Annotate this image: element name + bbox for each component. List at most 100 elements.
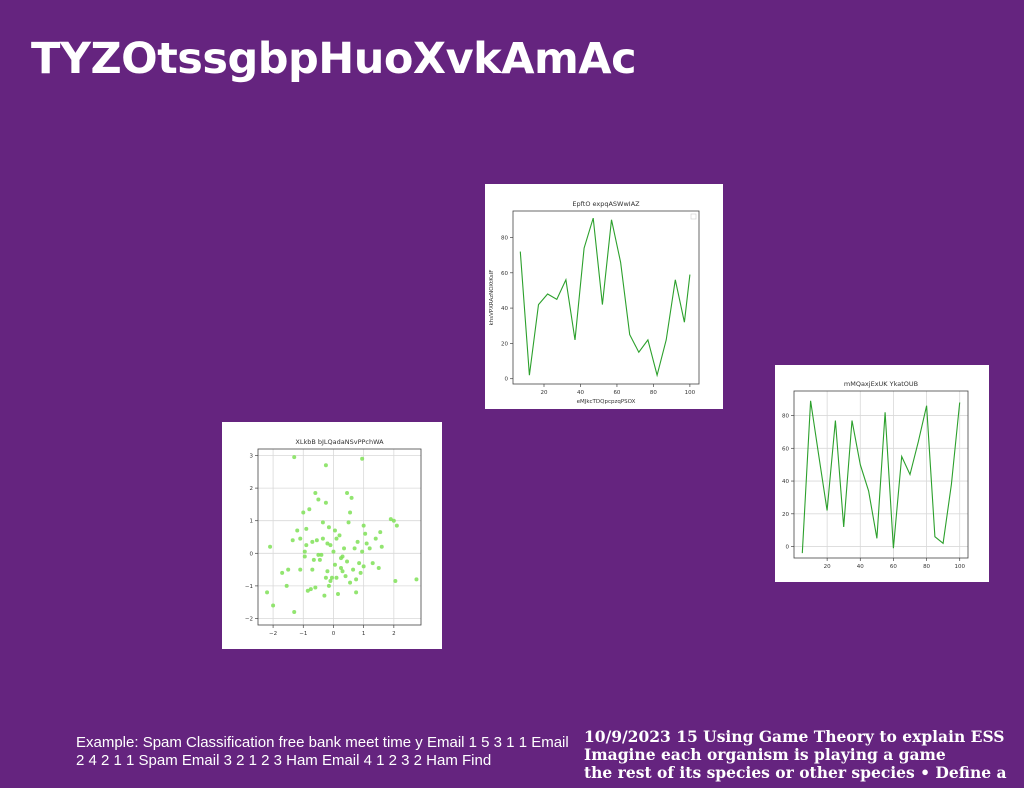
y-tick-label: 20: [501, 341, 508, 347]
caption-line-3: the rest of its species or other species…: [584, 763, 1007, 782]
scatter-point: [298, 567, 303, 572]
scatter-point: [378, 530, 383, 535]
scatter-point: [345, 559, 350, 564]
scatter-point: [292, 455, 297, 460]
x-tick-label: 40: [857, 564, 864, 570]
scatter-point: [334, 575, 339, 580]
scatter-point: [391, 518, 396, 523]
scatter-point: [348, 510, 353, 515]
y-tick-label: 3: [250, 454, 254, 460]
x-tick-label: 60: [890, 564, 897, 570]
y-tick-label: 60: [782, 446, 789, 452]
scatter-point: [345, 491, 350, 495]
scatter-point: [364, 541, 369, 546]
y-tick-label: 60: [501, 271, 508, 277]
scatter-point: [354, 590, 359, 595]
caption-game-theory: 10/9/2023 15 Using Game Theory to explai…: [584, 728, 1024, 788]
scatter-point: [332, 562, 337, 567]
scatter-point: [328, 543, 333, 548]
scatter-point: [339, 565, 344, 570]
x-tick-label: 0: [332, 631, 336, 637]
y-axis-label: khsVPXRAzNOXtKsIF: [489, 270, 495, 326]
y-tick-label: 0: [505, 377, 509, 383]
scatter-point: [301, 510, 306, 515]
x-tick-label: 100: [954, 564, 965, 570]
scatter-point: [320, 536, 325, 541]
line-chart-top: 20 40 60 80 100 0 20 40 60 80 EpftO expqASWwIAZ eMJ…: [489, 200, 700, 405]
scatter-point: [322, 593, 327, 598]
scatter-point: [316, 552, 321, 557]
scatter-point: [352, 546, 357, 551]
chart-title: mMQaxjExUK YkatOUB: [844, 380, 918, 388]
scatter-point: [337, 533, 342, 538]
plot-frame: [512, 210, 700, 385]
scatter-point: [329, 575, 334, 580]
y-tick-label: 40: [782, 479, 789, 485]
scatter-point: [316, 497, 321, 502]
scatter-point: [360, 549, 365, 554]
scatter-point: [358, 570, 363, 575]
scatter-point: [304, 526, 309, 531]
caption-line-1: 10/9/2023 15 Using Game Theory to explai…: [584, 728, 1005, 746]
x-axis-label: eMJkcTDQpcpzqPSOX: [577, 399, 636, 405]
scatter-point: [326, 525, 331, 530]
slide-title: TYZOtssgbpHuoXvkAmAc: [31, 34, 637, 84]
scatter-point: [346, 520, 351, 525]
scatter-point: [311, 557, 316, 562]
y-tick-label: 2: [250, 486, 254, 492]
scatter-point: [361, 564, 366, 569]
scatter-point: [361, 523, 366, 528]
scatter-point: [313, 491, 318, 495]
scatter-point: [332, 528, 337, 533]
scatter-point: [265, 590, 270, 595]
x-tick-label: 20: [541, 390, 548, 396]
scatter-point: [340, 569, 345, 574]
scatter-point: [343, 574, 348, 579]
chart-title: XLkbB bJLQadaNSvPPchWA: [295, 438, 384, 446]
scatter-point: [323, 463, 328, 468]
y-tick-label: 20: [782, 512, 789, 518]
scatter-point: [284, 583, 289, 588]
scatter-point: [363, 531, 368, 536]
scatter-point: [302, 554, 307, 559]
scatter-point: [314, 538, 319, 543]
scatter-point: [268, 544, 273, 549]
plot-frame: [793, 390, 969, 559]
scatter-point: [290, 538, 295, 543]
scatter-point: [308, 587, 313, 592]
scatter-point: [351, 567, 356, 572]
scatter-point: [307, 507, 312, 512]
scatter-point: [326, 583, 331, 588]
scatter-point: [328, 579, 333, 583]
scatter-point: [367, 546, 372, 551]
scatter-point: [280, 570, 285, 575]
scatter-point: [360, 456, 365, 461]
y-tick-label: 40: [501, 306, 508, 312]
scatter-point: [304, 543, 309, 548]
scatter-point: [302, 549, 307, 554]
scatter-point: [325, 569, 330, 574]
chart-title: EpftO expqASWwIAZ: [572, 200, 640, 208]
scatter-point: [310, 539, 315, 544]
scatter-point: [376, 565, 381, 570]
scatter-point: [305, 588, 310, 593]
scatter-point: [342, 546, 347, 551]
x-tick-label: 1: [362, 631, 366, 637]
scatter-point: [323, 575, 328, 580]
y-tick-label: −1: [245, 584, 253, 590]
y-tick-label: 0: [250, 551, 254, 557]
scatter-point: [349, 495, 354, 500]
y-tick-label: 80: [501, 235, 508, 241]
scatter-point: [339, 556, 344, 561]
y-tick-label: 80: [782, 414, 789, 420]
scatter-point: [292, 609, 297, 614]
plot-frame: [257, 448, 422, 626]
x-tick-label: 60: [613, 390, 620, 396]
line-chart-right: 20 40 60 80 100 0 20 40 60 80 mMQaxjExUK YkatOUB: [782, 380, 969, 570]
scatter-point: [313, 585, 318, 590]
scatter-chart: −2 −1 0 1 2 −2 −1 0 1 2 3 XLkbB bJLQadaNSvPPchWA: [245, 438, 422, 637]
scatter-point: [379, 544, 384, 549]
scatter-point: [354, 577, 359, 582]
scatter-point: [370, 561, 375, 566]
scatter-point: [388, 517, 393, 522]
